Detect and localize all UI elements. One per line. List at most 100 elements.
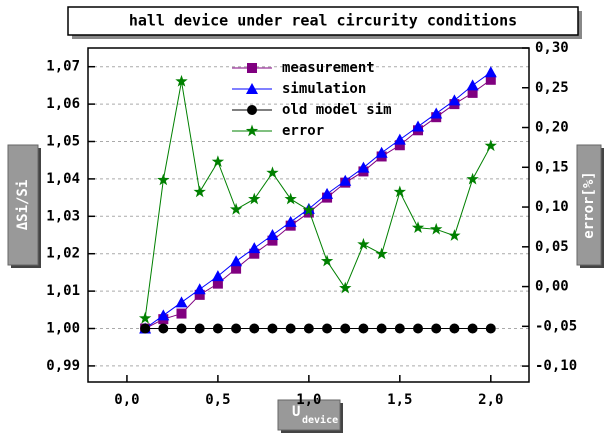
marker xyxy=(176,308,187,319)
marker xyxy=(266,229,279,241)
y2-tick-label: 0,05 xyxy=(535,239,569,255)
marker xyxy=(412,120,425,132)
marker xyxy=(157,309,170,321)
marker xyxy=(138,311,152,324)
legend-label: error xyxy=(282,123,324,139)
y2-tick-label: 0,10 xyxy=(535,199,569,215)
y2-tick-label: 0,20 xyxy=(535,120,569,136)
marker xyxy=(211,155,225,167)
marker xyxy=(340,323,351,334)
marker xyxy=(320,254,334,267)
legend-label: simulation xyxy=(282,81,366,97)
marker xyxy=(212,278,223,289)
marker xyxy=(247,105,257,115)
marker xyxy=(484,139,497,152)
y-tick-label: 1,03 xyxy=(46,208,80,224)
marker xyxy=(175,74,188,87)
marker xyxy=(211,270,224,282)
chart-title: hall device under real circurity conditi… xyxy=(129,12,517,30)
xlabel-box xyxy=(277,399,341,431)
marker xyxy=(485,323,496,334)
marker xyxy=(466,172,479,185)
marker xyxy=(158,323,169,334)
y-tick-label: 1,04 xyxy=(46,171,80,187)
marker xyxy=(248,192,261,205)
marker xyxy=(249,248,260,259)
marker xyxy=(193,185,206,198)
marker xyxy=(430,107,443,119)
marker xyxy=(431,323,442,334)
y-tick-label: 1,02 xyxy=(46,246,80,262)
marker xyxy=(246,83,258,94)
x-tick-label: 2,0 xyxy=(478,392,503,408)
y-tick-label: 1,01 xyxy=(46,283,80,299)
marker xyxy=(284,215,297,227)
marker xyxy=(175,296,188,308)
marker xyxy=(321,187,334,199)
y2label-box xyxy=(576,144,602,266)
marker xyxy=(247,63,257,73)
marker xyxy=(194,289,205,300)
y2-tick-label: -0,10 xyxy=(535,358,577,374)
marker xyxy=(267,323,278,334)
marker xyxy=(230,255,243,267)
marker xyxy=(249,323,260,334)
marker xyxy=(448,229,461,241)
marker xyxy=(375,146,388,158)
y2-tick-label: 0,25 xyxy=(535,80,569,96)
marker xyxy=(430,222,443,235)
plot-frame xyxy=(87,47,530,383)
x-tick-label: 0,5 xyxy=(205,392,230,408)
x-tick-label: 0,0 xyxy=(114,392,139,408)
marker xyxy=(394,140,405,151)
marker xyxy=(193,283,206,295)
marker xyxy=(357,237,370,250)
marker xyxy=(485,74,496,85)
marker xyxy=(339,281,352,294)
y2-tick-label: -0,05 xyxy=(535,318,577,334)
y2-tick-label: 0,30 xyxy=(535,40,569,56)
x-axis-label-sub: device xyxy=(302,414,338,426)
marker xyxy=(484,66,497,78)
marker xyxy=(467,87,478,98)
marker xyxy=(339,174,352,186)
marker xyxy=(212,323,223,334)
marker xyxy=(376,323,387,334)
marker xyxy=(466,79,479,91)
marker xyxy=(229,202,243,215)
marker xyxy=(302,203,316,216)
marker xyxy=(413,323,424,334)
legend-label: old model sim xyxy=(282,102,392,118)
marker xyxy=(375,247,388,260)
marker xyxy=(245,124,259,137)
x-tick-label: 1,5 xyxy=(387,392,412,408)
y-tick-label: 0,99 xyxy=(46,358,80,374)
marker xyxy=(358,323,369,334)
title-box xyxy=(67,6,579,36)
marker xyxy=(393,133,406,145)
y-tick-label: 1,05 xyxy=(46,134,80,150)
marker xyxy=(322,323,333,334)
marker xyxy=(357,161,370,173)
marker xyxy=(394,323,405,334)
legend-label: measurement xyxy=(282,60,375,76)
marker xyxy=(284,192,297,205)
marker xyxy=(393,185,407,198)
y-axis-label: ΔSi/Si xyxy=(15,180,31,231)
y2-tick-label: 0,00 xyxy=(535,279,569,295)
x-axis-label: U xyxy=(292,404,300,420)
y-tick-label: 1,07 xyxy=(46,59,80,75)
marker xyxy=(231,263,242,274)
marker xyxy=(449,323,460,334)
marker xyxy=(157,173,170,186)
x-tick-label: 1,0 xyxy=(296,392,321,408)
y-tick-label: 1,06 xyxy=(46,96,80,112)
marker xyxy=(285,323,296,334)
y2-tick-label: 0,15 xyxy=(535,159,569,175)
marker xyxy=(194,323,205,334)
marker xyxy=(140,323,151,334)
marker xyxy=(467,323,478,334)
marker xyxy=(248,242,261,254)
marker xyxy=(176,323,187,334)
